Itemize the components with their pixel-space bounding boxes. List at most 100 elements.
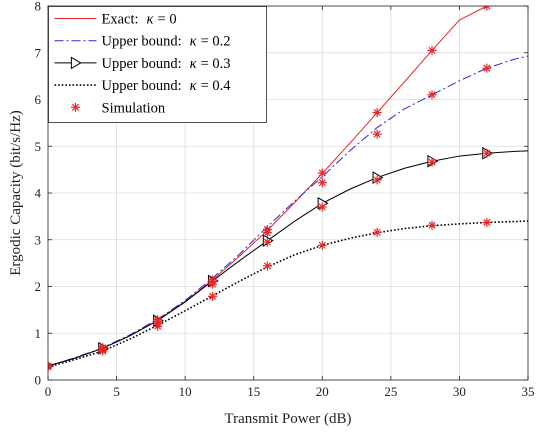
data-point-asterisk — [48, 361, 53, 371]
asterisk-stroke — [48, 366, 52, 371]
asterisk-stroke — [318, 169, 326, 177]
y-tick-label: 7 — [35, 45, 42, 60]
x-tick-label: 5 — [113, 384, 120, 399]
data-point-asterisk — [208, 279, 218, 289]
asterisk-stroke — [48, 365, 52, 370]
data-point-asterisk — [482, 217, 492, 227]
data-point-asterisk — [317, 178, 327, 188]
asterisk-stroke — [428, 91, 436, 99]
asterisk-stroke — [486, 6, 491, 10]
asterisk-stroke — [318, 179, 326, 187]
legend-kappa: κ — [190, 78, 198, 94]
tick-labels: 0 5 10 15 20 25 30 35 0 1 2 3 4 5 6 7 8 — [35, 0, 535, 399]
legend-kappa-value: = 0.3 — [201, 56, 231, 72]
series-line-1 — [48, 55, 528, 367]
data-point-asterisk — [427, 220, 437, 230]
legend-kappa-value: = 0.4 — [201, 78, 232, 94]
legend-kappa: κ — [190, 34, 198, 50]
data-point-asterisk — [317, 202, 327, 212]
data-point-asterisk — [372, 227, 382, 237]
asterisk-stroke — [208, 280, 217, 288]
y-tick-label: 6 — [35, 92, 42, 107]
asterisk-stroke — [48, 363, 52, 368]
legend-marker-triangle — [70, 56, 82, 70]
data-point-asterisk — [48, 362, 53, 372]
legend-name: Upper bound: — [102, 56, 182, 72]
data-point-asterisk — [372, 175, 382, 185]
asterisk-stroke — [483, 149, 491, 157]
x-axis-label: Transmit Power (dB) — [225, 411, 352, 427]
asterisk-stroke — [483, 64, 491, 72]
asterisk-stroke — [154, 322, 162, 330]
y-tick-label: 4 — [35, 186, 42, 201]
legend-label-1: Upper bound: κ = 0.2 — [102, 34, 231, 50]
data-point-asterisk — [427, 90, 437, 100]
data-point-asterisk — [427, 157, 437, 167]
asterisk-stroke — [71, 103, 80, 111]
series-4 — [48, 6, 492, 372]
data-point-asterisk — [317, 168, 327, 178]
x-tick-label: 0 — [45, 384, 52, 399]
data-point-asterisk — [372, 108, 382, 118]
y-tick-label: 1 — [35, 326, 42, 341]
series-line-3 — [48, 220, 528, 368]
asterisk-stroke — [99, 347, 107, 355]
y-tick-label: 3 — [35, 232, 42, 247]
y-tick-label: 8 — [35, 0, 42, 14]
data-point-asterisk — [262, 261, 272, 271]
legend-label-2: Upper bound: κ = 0.3 — [102, 56, 231, 72]
series-line-2 — [48, 150, 528, 367]
y-tick-label: 5 — [35, 139, 42, 154]
x-tick-label: 35 — [522, 384, 535, 399]
legend-label-3: Upper bound: κ = 0.4 — [102, 78, 232, 94]
series-1 — [48, 55, 528, 367]
data-point-asterisk — [208, 291, 218, 301]
data-point-asterisk — [482, 63, 492, 73]
asterisk-stroke — [263, 229, 272, 237]
legend-kappa-value: = 0 — [158, 12, 177, 28]
asterisk-stroke — [428, 158, 436, 166]
asterisk-stroke — [263, 238, 272, 246]
asterisk-stroke — [373, 228, 381, 236]
asterisk-stroke — [483, 218, 491, 227]
x-tick-label: 30 — [453, 384, 466, 399]
data-point-asterisk — [98, 346, 108, 356]
data-point-asterisk — [262, 228, 272, 238]
x-tick-label: 20 — [316, 384, 329, 399]
asterisk-stroke — [48, 362, 52, 367]
asterisk-stroke — [318, 203, 326, 211]
legend-label-4: Simulation — [102, 100, 166, 116]
asterisk-stroke — [428, 221, 436, 229]
data-point-asterisk — [482, 148, 492, 158]
legend-kappa: κ — [147, 12, 155, 28]
asterisk-stroke — [208, 292, 217, 300]
legend-name: Simulation — [102, 100, 166, 116]
series-layer — [48, 6, 528, 372]
asterisk-stroke — [318, 241, 326, 249]
asterisk-stroke — [428, 46, 436, 54]
legend-marker-asterisk — [71, 102, 80, 112]
legend-box — [48, 6, 267, 123]
data-point-asterisk — [427, 45, 437, 55]
series-3 — [48, 220, 528, 368]
legend-kappa: κ — [190, 56, 198, 72]
asterisk-stroke — [373, 130, 381, 138]
y-axis-label: Ergodic Capacity (bit/s/Hz) — [8, 110, 24, 276]
data-point-asterisk — [153, 321, 163, 331]
data-point-asterisk — [262, 237, 272, 247]
x-tick-label: 10 — [179, 384, 192, 399]
legend-name: Exact: — [102, 12, 139, 28]
legend-name: Upper bound: — [102, 34, 182, 50]
asterisk-stroke — [263, 262, 272, 270]
legend-name: Upper bound: — [102, 78, 182, 94]
asterisk-stroke — [373, 176, 381, 184]
data-point-asterisk — [372, 129, 382, 139]
data-point-asterisk — [482, 6, 492, 11]
y-tick-label: 0 — [35, 373, 42, 388]
asterisk-stroke — [373, 109, 381, 117]
y-tick-label: 2 — [35, 279, 42, 294]
data-point-asterisk — [317, 240, 327, 250]
legend-kappa-value: = 0.2 — [201, 34, 231, 50]
